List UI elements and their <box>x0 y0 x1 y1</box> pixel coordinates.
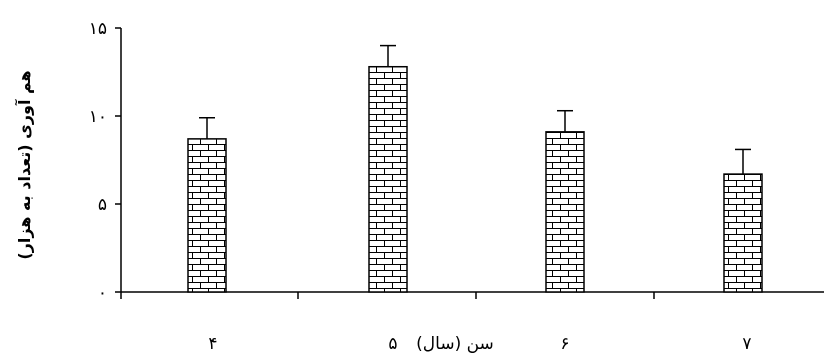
x-tick-label: ۴ <box>208 334 217 354</box>
x-tick-label: ۶ <box>560 334 569 354</box>
x-ticks: ۴ ۵ ۶ ۷ <box>120 292 752 354</box>
bar <box>545 131 585 293</box>
x-tick-label: ۵ <box>388 334 397 354</box>
error-bars <box>199 44 751 175</box>
y-axis-title: هم آوری (تعداد به هزار) <box>14 70 34 259</box>
bars <box>187 65 763 293</box>
y-tick-label: ۱۰ <box>89 107 107 127</box>
y-ticks: ۰ ۵ ۱۰ ۱۵ <box>89 19 121 303</box>
x-axis-title: سن (سال) <box>416 334 494 354</box>
y-tick-label: ۱۵ <box>89 19 107 39</box>
bar <box>187 138 227 293</box>
x-tick-label: ۷ <box>742 334 751 354</box>
bar <box>723 173 763 293</box>
y-tick-label: ۵ <box>98 195 107 215</box>
bar <box>368 65 408 293</box>
y-tick-label: ۰ <box>98 283 107 303</box>
